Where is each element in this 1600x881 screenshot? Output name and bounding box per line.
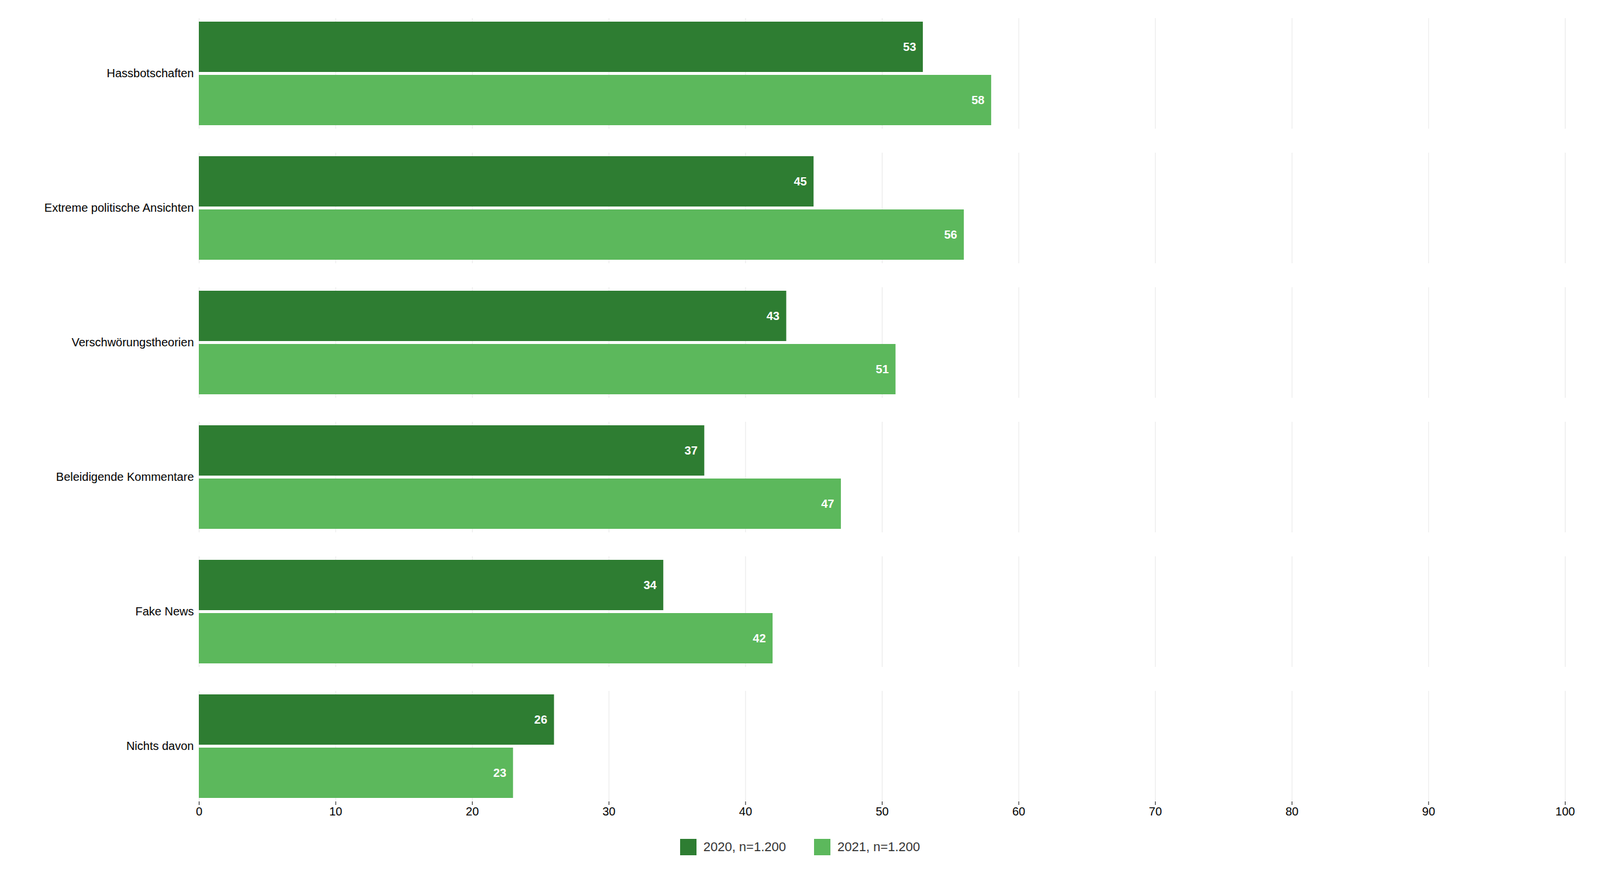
svg-text:Hassbotschaften: Hassbotschaften <box>107 66 195 80</box>
svg-text:Extreme politische Ansichten: Extreme politische Ansichten <box>44 201 195 215</box>
svg-text:Verschwörungstheorien: Verschwörungstheorien <box>71 335 194 349</box>
svg-text:Fake News: Fake News <box>135 604 194 618</box>
svg-text:58: 58 <box>971 93 985 107</box>
svg-text:43: 43 <box>766 309 780 323</box>
svg-text:Beleidigende Kommentare: Beleidigende Kommentare <box>56 470 195 484</box>
svg-text:53: 53 <box>902 40 916 54</box>
svg-text:Nichts davon: Nichts davon <box>126 739 195 753</box>
svg-text:50: 50 <box>875 804 889 818</box>
svg-text:26: 26 <box>534 712 548 726</box>
svg-text:42: 42 <box>752 631 766 645</box>
svg-text:0: 0 <box>195 804 203 818</box>
svg-text:47: 47 <box>821 497 834 510</box>
html-text:2020, n=1.200: 2020, n=1.200 <box>703 839 786 854</box>
svg-text:34: 34 <box>643 578 657 592</box>
svg-text:70: 70 <box>1149 804 1162 818</box>
svg-text:45: 45 <box>793 174 807 188</box>
html-text:2021, n=1.200: 2021, n=1.200 <box>837 839 921 854</box>
svg-text:40: 40 <box>739 804 753 818</box>
svg-text:56: 56 <box>943 228 957 241</box>
svg-text:10: 10 <box>329 804 343 818</box>
svg-text:30: 30 <box>602 804 616 818</box>
svg-text:23: 23 <box>493 766 507 779</box>
svg-text:20: 20 <box>466 804 479 818</box>
svg-text:51: 51 <box>876 362 889 376</box>
svg-text:60: 60 <box>1012 804 1026 818</box>
svg-text:90: 90 <box>1422 804 1436 818</box>
svg-text:37: 37 <box>684 443 698 457</box>
svg-text:80: 80 <box>1285 804 1299 818</box>
svg-text:100: 100 <box>1555 804 1575 818</box>
